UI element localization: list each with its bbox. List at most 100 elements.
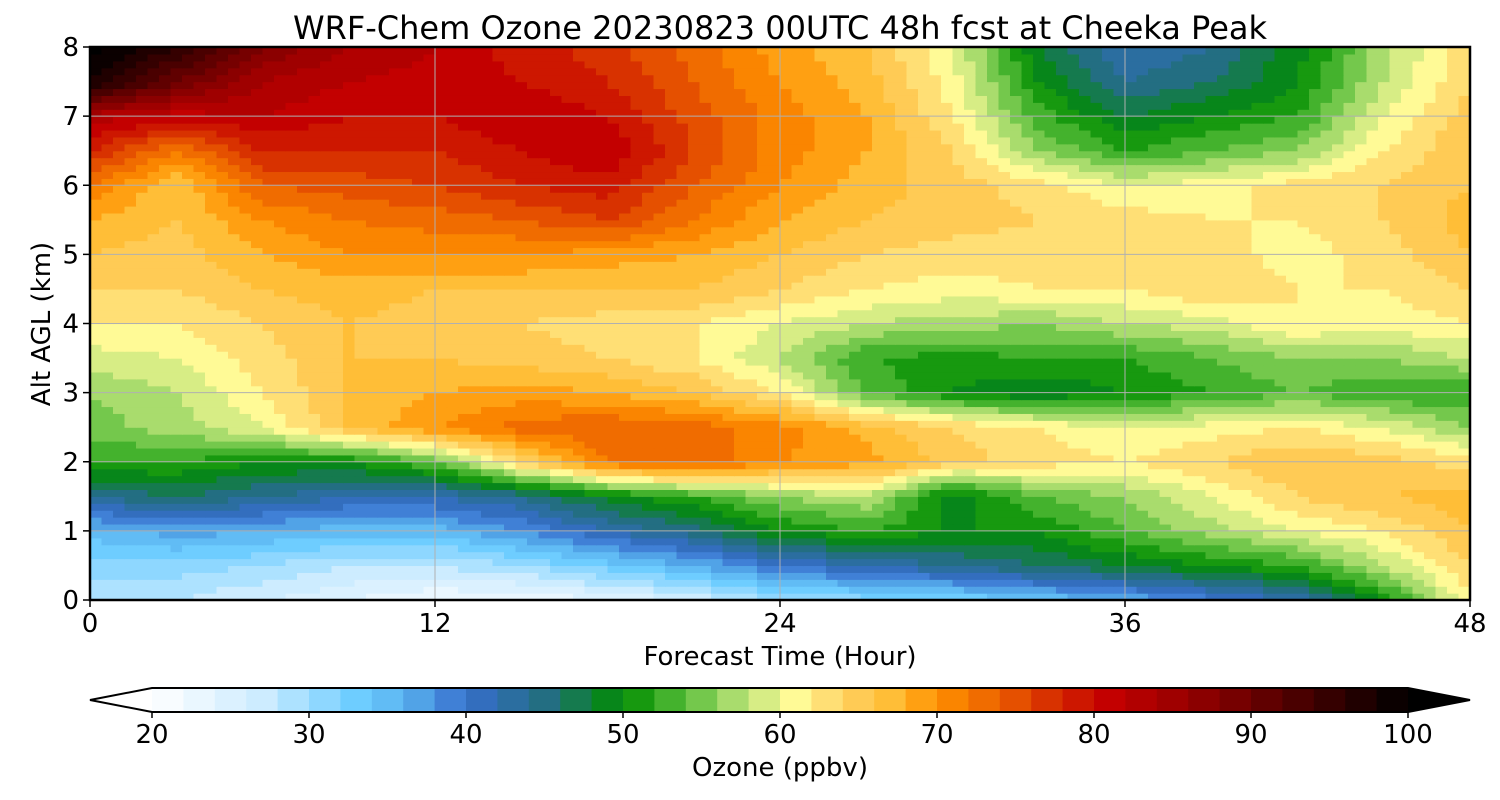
field-cell [1021, 475, 1034, 484]
field-cell [412, 399, 425, 408]
field-cell [527, 330, 540, 338]
field-cell [1228, 420, 1241, 428]
field-cell [653, 413, 666, 421]
field-cell [469, 537, 482, 546]
field-cell [205, 309, 218, 318]
field-cell [354, 461, 367, 470]
field-cell [596, 392, 609, 401]
field-cell [1297, 378, 1310, 387]
field-cell [1079, 454, 1092, 463]
field-cell [251, 461, 264, 470]
field-cell [1102, 378, 1115, 387]
field-cell [458, 447, 471, 456]
field-cell [320, 392, 333, 401]
field-cell [90, 378, 103, 387]
field-cell [975, 482, 988, 490]
field-cell [1010, 489, 1023, 497]
field-cell [1182, 392, 1195, 401]
field-cell [630, 351, 643, 359]
field-cell [1366, 385, 1379, 394]
field-cell [1320, 351, 1333, 359]
field-cell [285, 330, 298, 338]
field-cell [918, 482, 931, 490]
field-cell [366, 503, 379, 511]
field-cell [941, 558, 954, 567]
field-cell [1412, 586, 1425, 594]
field-cell [1159, 385, 1172, 394]
field-cell [504, 579, 517, 587]
field-cell [895, 468, 908, 477]
field-cell [814, 434, 827, 442]
field-cell [676, 323, 689, 332]
field-cell [446, 447, 459, 456]
field-cell [492, 544, 505, 553]
field-cell [113, 351, 126, 359]
field-cell [1458, 517, 1470, 525]
field-cell [1389, 523, 1402, 532]
field-cell [941, 482, 954, 490]
field-cell [1205, 434, 1218, 442]
field-cell [630, 489, 643, 497]
field-cell [216, 475, 229, 484]
field-cell [320, 572, 333, 580]
field-cell [458, 593, 471, 600]
field-cell [596, 351, 609, 359]
field-cell [113, 371, 126, 380]
field-cell [1378, 406, 1391, 414]
field-cell [1159, 537, 1172, 546]
field-cell [423, 517, 436, 525]
field-cell [1412, 447, 1425, 456]
field-cell [159, 420, 172, 428]
field-cell [584, 468, 597, 477]
field-cell [1228, 517, 1241, 525]
field-cell [1401, 586, 1414, 594]
field-cell [1194, 413, 1207, 421]
field-cell [446, 489, 459, 497]
field-cell [1056, 593, 1069, 600]
field-cell [193, 482, 206, 490]
field-cell [952, 316, 965, 325]
field-cell [1113, 551, 1126, 560]
field-cell [975, 344, 988, 352]
field-cell [527, 454, 540, 463]
field-cell [1458, 441, 1470, 449]
field-cell [561, 371, 574, 380]
field-cell [400, 530, 413, 539]
field-cell [929, 503, 942, 511]
field-cell [619, 579, 632, 587]
field-cell [1136, 489, 1149, 497]
field-cell [941, 392, 954, 401]
field-cell [1228, 399, 1241, 408]
field-cell [124, 475, 137, 484]
field-cell [676, 337, 689, 345]
field-cell [170, 482, 183, 490]
field-cell [377, 413, 390, 421]
field-cell [1240, 586, 1253, 594]
field-cell [1228, 544, 1241, 553]
field-cell [665, 572, 678, 580]
field-cell [1251, 330, 1264, 338]
field-cell [308, 309, 321, 318]
field-cell [1205, 385, 1218, 394]
field-cell [964, 503, 977, 511]
field-cell [193, 371, 206, 380]
field-cell [527, 406, 540, 414]
field-cell [504, 316, 517, 325]
field-cell [768, 323, 781, 332]
field-cell [826, 351, 839, 359]
field-cell [745, 496, 758, 504]
field-cell [297, 482, 310, 490]
field-cell [722, 316, 735, 325]
field-cell [688, 434, 701, 442]
field-cell [124, 530, 137, 539]
field-cell [929, 454, 942, 463]
field-cell [538, 358, 551, 366]
field-cell [1274, 496, 1287, 504]
field-cell [964, 530, 977, 539]
field-cell [320, 510, 333, 518]
field-cell [814, 482, 827, 490]
field-cell [320, 558, 333, 567]
field-cell [216, 572, 229, 580]
field-cell [837, 364, 850, 373]
field-cell [320, 482, 333, 490]
